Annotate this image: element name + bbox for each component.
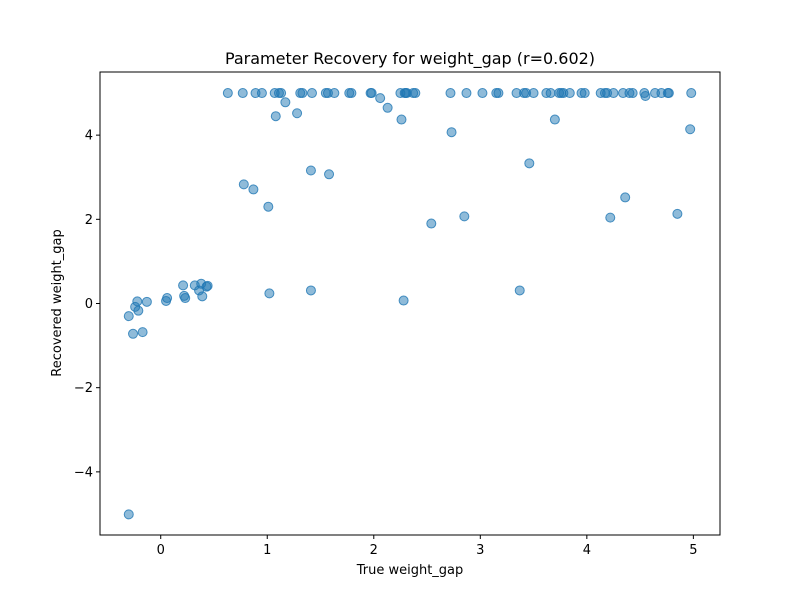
data-point bbox=[605, 212, 616, 223]
data-point bbox=[141, 296, 152, 307]
data-point bbox=[608, 88, 619, 99]
chart-title: Parameter Recovery for weight_gap (r=0.6… bbox=[225, 49, 595, 69]
data-point bbox=[564, 88, 575, 99]
y-tick-label: 0 bbox=[85, 297, 93, 312]
data-point bbox=[297, 88, 308, 99]
x-tick-label: 3 bbox=[476, 543, 484, 558]
x-tick-label: 4 bbox=[583, 543, 591, 558]
data-point bbox=[545, 88, 556, 99]
data-point bbox=[375, 93, 386, 104]
data-point bbox=[128, 328, 139, 339]
y-tick-label: −2 bbox=[74, 381, 93, 396]
x-tick-label: 2 bbox=[370, 543, 378, 558]
data-point bbox=[264, 288, 275, 299]
data-point bbox=[329, 88, 340, 99]
data-point bbox=[382, 102, 393, 113]
data-point bbox=[280, 97, 291, 108]
y-tick-label: −4 bbox=[74, 465, 93, 480]
data-point bbox=[477, 88, 488, 99]
x-axis: 0 1 2 3 4 5 bbox=[157, 535, 698, 558]
data-point bbox=[493, 88, 504, 99]
points-layer bbox=[123, 88, 697, 520]
data-point bbox=[305, 285, 316, 296]
data-point bbox=[132, 296, 143, 307]
data-point bbox=[579, 88, 590, 99]
data-point bbox=[180, 293, 191, 304]
data-point bbox=[524, 158, 535, 169]
data-point bbox=[410, 88, 421, 99]
data-point bbox=[123, 509, 134, 520]
data-point bbox=[248, 184, 259, 195]
data-point bbox=[620, 192, 631, 203]
data-point bbox=[514, 285, 525, 296]
data-point bbox=[445, 88, 456, 99]
data-point bbox=[446, 127, 457, 138]
data-point bbox=[133, 305, 144, 316]
data-point bbox=[528, 88, 539, 99]
y-axis-label: Recovered weight_gap bbox=[50, 229, 65, 376]
data-point bbox=[459, 211, 470, 222]
y-tick-label: 2 bbox=[85, 213, 93, 228]
x-tick-label: 5 bbox=[689, 543, 697, 558]
y-tick-label: 4 bbox=[85, 129, 93, 144]
data-point bbox=[237, 88, 248, 99]
data-point bbox=[426, 218, 437, 229]
data-point bbox=[263, 201, 274, 212]
data-point bbox=[461, 88, 472, 99]
data-point bbox=[202, 280, 213, 291]
data-point bbox=[162, 293, 173, 304]
plot-frame bbox=[99, 71, 721, 536]
data-point bbox=[398, 295, 409, 306]
x-tick-label: 0 bbox=[157, 543, 165, 558]
data-point bbox=[292, 108, 303, 119]
data-point bbox=[256, 88, 267, 99]
data-point bbox=[663, 88, 674, 99]
data-point bbox=[270, 111, 281, 122]
data-point bbox=[685, 124, 696, 135]
x-axis-label: True weight_gap bbox=[356, 563, 464, 578]
data-point bbox=[366, 88, 377, 99]
data-point bbox=[549, 114, 560, 125]
data-point bbox=[627, 88, 638, 99]
data-point bbox=[686, 88, 697, 99]
data-point bbox=[306, 88, 317, 99]
data-point bbox=[672, 208, 683, 219]
data-point bbox=[137, 327, 148, 338]
data-point bbox=[640, 90, 651, 101]
data-point bbox=[346, 88, 357, 99]
data-point bbox=[222, 88, 233, 99]
x-tick-label: 1 bbox=[263, 543, 271, 558]
data-point bbox=[238, 179, 249, 190]
data-point bbox=[324, 169, 335, 180]
data-point bbox=[276, 88, 287, 99]
data-point bbox=[178, 280, 189, 291]
data-point bbox=[197, 291, 208, 302]
y-axis: −4 −2 0 2 4 bbox=[74, 129, 100, 480]
data-point bbox=[305, 165, 316, 176]
data-point bbox=[396, 114, 407, 125]
data-point bbox=[123, 311, 134, 322]
